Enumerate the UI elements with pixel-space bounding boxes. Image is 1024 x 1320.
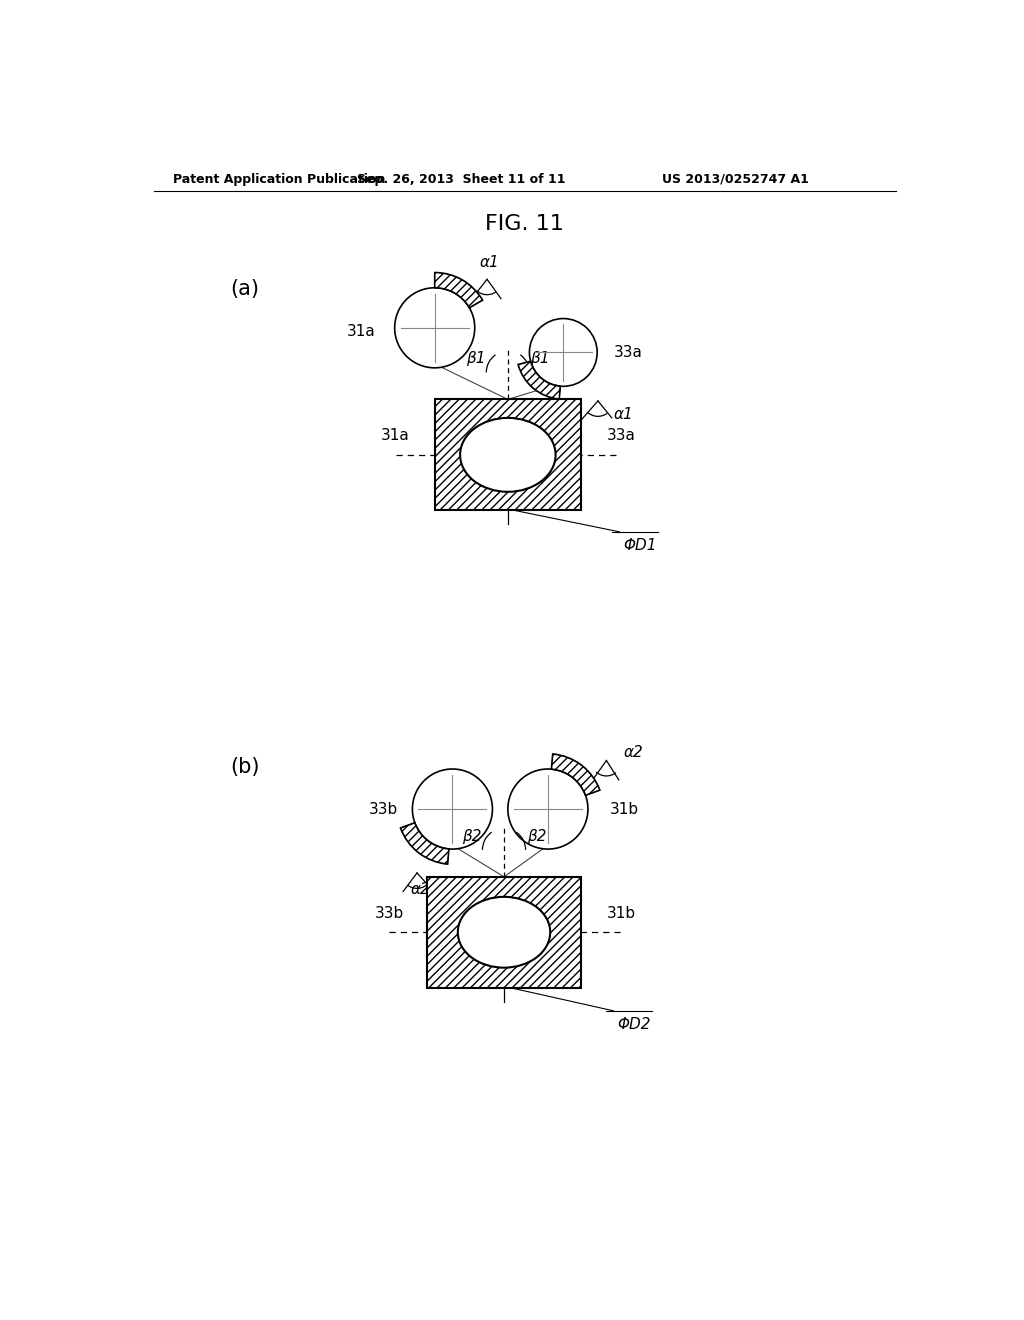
Text: 33a: 33a [606,428,635,444]
Text: α2: α2 [411,882,430,898]
Wedge shape [400,822,449,865]
Text: Sep. 26, 2013  Sheet 11 of 11: Sep. 26, 2013 Sheet 11 of 11 [357,173,566,186]
Text: FIG. 11: FIG. 11 [485,214,564,234]
Circle shape [394,288,475,368]
Text: 33b: 33b [370,801,398,817]
Text: 31b: 31b [610,801,639,817]
Text: 31a: 31a [381,428,410,444]
Wedge shape [518,362,560,399]
Bar [427,876,581,987]
Bar [435,400,581,511]
Bar [435,400,581,511]
Text: Patent Application Publication: Patent Application Publication [173,173,385,186]
Text: 31a: 31a [347,325,376,339]
Text: (a): (a) [230,280,259,300]
Text: US 2013/0252747 A1: US 2013/0252747 A1 [662,173,809,186]
Ellipse shape [458,896,550,968]
Text: 33a: 33a [614,345,643,360]
Text: ΦD2: ΦD2 [617,1016,650,1032]
Text: β1: β1 [530,351,550,366]
Wedge shape [551,754,600,796]
Text: β1: β1 [466,351,485,366]
Text: β2: β2 [462,829,481,843]
Circle shape [508,770,588,849]
Text: α1: α1 [479,255,500,271]
Ellipse shape [460,418,556,492]
Circle shape [529,318,597,387]
Text: (b): (b) [229,756,259,776]
Text: 31b: 31b [606,906,636,920]
Text: β2: β2 [526,829,546,843]
Text: α2: α2 [624,746,643,760]
Wedge shape [435,272,482,308]
Text: α1: α1 [613,407,633,422]
Circle shape [413,770,493,849]
Bar [427,876,581,987]
Text: 33b: 33b [375,906,403,920]
Text: ΦD1: ΦD1 [624,539,656,553]
